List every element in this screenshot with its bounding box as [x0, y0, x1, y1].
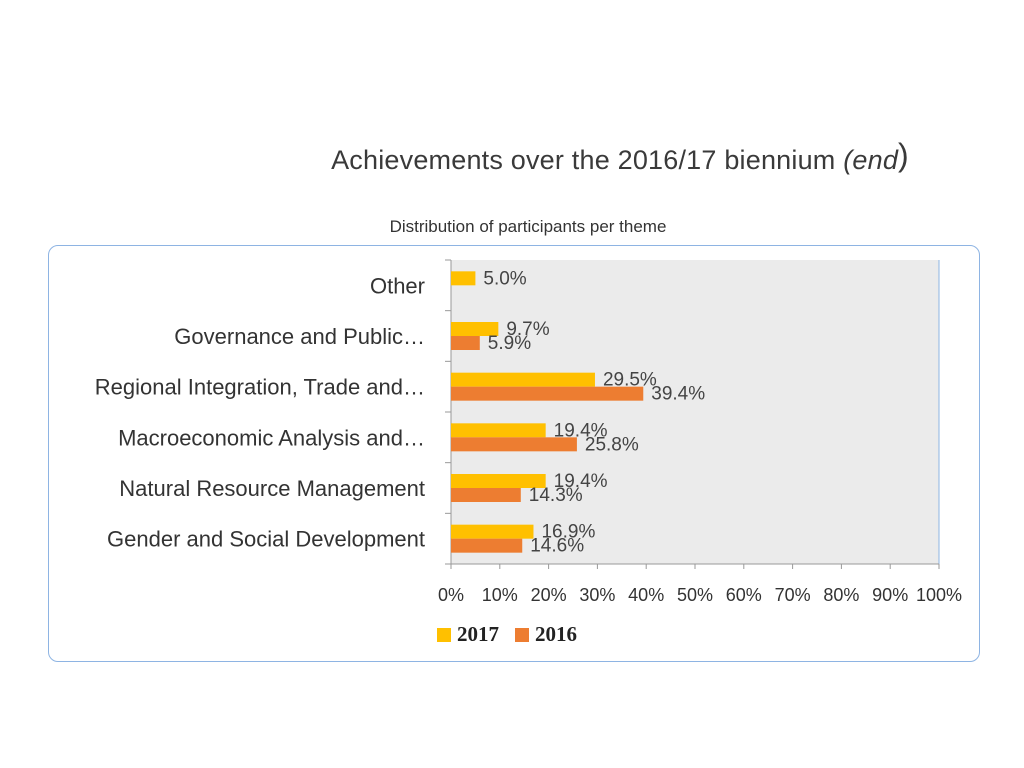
x-tick-label: 90% [872, 585, 908, 605]
data-label-2017: 5.0% [483, 268, 526, 289]
data-label-2016: 14.6% [530, 536, 584, 557]
bar-2016 [451, 538, 523, 553]
bar-2017 [451, 322, 499, 336]
data-label-2016: 39.4% [651, 384, 705, 405]
x-tick-label: 40% [628, 585, 664, 605]
legend-item-2017: 2017 [437, 622, 499, 647]
slide-title: Achievements over the 2016/17 biennium (… [0, 137, 1024, 177]
bar-2017 [451, 474, 546, 488]
data-label-2016: 25.8% [585, 434, 639, 455]
x-tick-label: 70% [775, 585, 811, 605]
legend-swatch-2017 [437, 627, 451, 642]
category-label: Other [370, 273, 425, 298]
bar-2016 [451, 437, 577, 452]
bar-2016 [451, 386, 644, 401]
bar-2016 [451, 336, 480, 350]
chart-title: Distribution of participants per theme [389, 217, 667, 236]
x-tick-label: 30% [579, 585, 615, 605]
x-tick-label: 0% [438, 585, 464, 605]
bar-2016 [451, 488, 521, 502]
category-label: Gender and Social Development [107, 527, 425, 552]
legend-label-2017: 2017 [457, 622, 499, 646]
legend-label-2016: 2016 [535, 622, 577, 646]
bar-2017 [451, 271, 476, 286]
x-tick-label: 50% [677, 585, 713, 605]
legend-item-2016: 2016 [515, 622, 577, 647]
data-label-2016: 14.3% [529, 485, 583, 506]
bar-2017 [451, 372, 595, 387]
data-label-2017: 19.4% [554, 471, 608, 492]
plot-area [451, 260, 939, 564]
category-label: Regional Integration, Trade and… [95, 375, 425, 400]
bar-2017 [451, 423, 546, 438]
x-tick-label: 20% [531, 585, 567, 605]
x-tick-label: 60% [726, 585, 762, 605]
slide-title-emphasis: (end [843, 145, 899, 175]
chart-frame [48, 245, 980, 662]
category-label: Macroeconomic Analysis and… [118, 425, 425, 450]
x-tick-label: 100% [916, 585, 962, 605]
category-label: Governance and Public… [174, 324, 425, 349]
data-label-2016: 5.9% [488, 333, 531, 354]
x-tick-label: 10% [482, 585, 518, 605]
chart-legend: 2017 2016 [437, 622, 577, 647]
x-tick-label: 80% [823, 585, 859, 605]
slide-title-close: ) [898, 137, 909, 173]
category-label: Natural Resource Management [119, 476, 425, 501]
bar-2017 [451, 524, 534, 539]
data-label-2017: 29.5% [603, 370, 657, 391]
data-label-2017: 9.7% [506, 319, 549, 340]
slide-title-main: Achievements over the 2016/17 biennium [331, 145, 844, 175]
data-label-2017: 16.9% [541, 522, 595, 543]
legend-swatch-2016 [515, 627, 529, 642]
data-label-2017: 19.4% [554, 420, 608, 441]
